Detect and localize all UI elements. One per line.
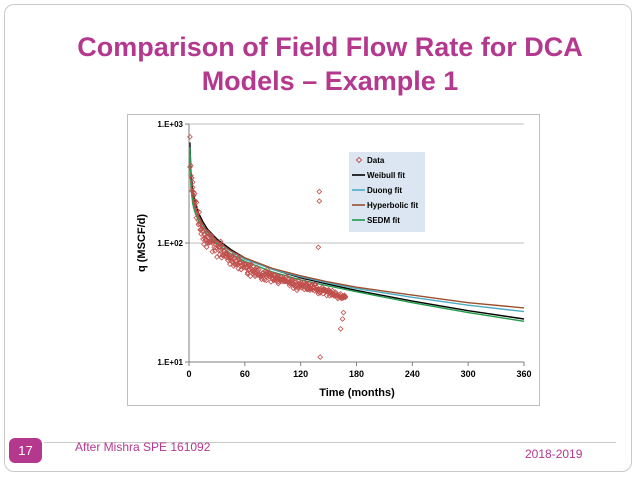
x-tick-label: 360 [516, 369, 531, 379]
data-point [339, 316, 346, 322]
data-point [263, 277, 270, 284]
data-point [317, 354, 324, 360]
x-tick-label: 180 [349, 369, 364, 379]
data-point [187, 133, 193, 140]
axes: 1.E+01 1.E+02 1.E+03 0 60 120 180 240 300 360 [157, 120, 531, 379]
legend-duong-fit-label: Duong fit [367, 186, 402, 195]
x-axis-label: Time (months) [319, 387, 395, 399]
x-tick-label: 60 [240, 369, 250, 379]
data-point [193, 199, 200, 206]
data-point [215, 244, 222, 250]
slide-title-line-2: Models – Example 1 [201, 66, 459, 96]
slide-title-line-1: Comparison of Field Flow Rate for DCA [77, 32, 583, 62]
data-point [243, 263, 250, 270]
data-point [247, 273, 254, 280]
footer-rule [44, 442, 616, 443]
data-point [191, 190, 198, 197]
data-point [220, 244, 227, 251]
data-point [214, 254, 220, 260]
footer-date: 2018-2019 [525, 447, 583, 461]
y-tick-label: 1.E+01 [157, 358, 183, 367]
legend-data-label: Data [367, 156, 385, 165]
data-point [199, 226, 205, 232]
data-point [261, 276, 268, 283]
y-tick-label: 1.E+03 [157, 120, 183, 129]
sedm-fit-line [189, 147, 525, 322]
data-point [342, 294, 349, 301]
slide-title: Comparison of Field Flow Rate for DCA Mo… [40, 30, 620, 98]
legend-box [349, 152, 425, 232]
y-axis-label: q (MSCF/d) [136, 214, 148, 272]
data-point [195, 217, 202, 224]
data-point [236, 256, 243, 263]
page-number-badge: 17 [9, 438, 42, 463]
data-point [192, 204, 199, 211]
data-point [196, 209, 203, 215]
data-point [190, 192, 197, 199]
data-point [270, 272, 277, 278]
legend-sedm-fit-label: SEDM fit [367, 216, 400, 225]
data-point [255, 266, 262, 273]
weibull-fit-line [189, 142, 525, 320]
data-point [209, 248, 216, 255]
data-point [203, 244, 210, 250]
data-point [189, 179, 196, 186]
legend-weibull-fit-label: Weibull fit [367, 171, 405, 180]
data-point [235, 265, 242, 272]
source-citation: After Mishra SPE 161092 [75, 440, 211, 454]
gridlines [189, 123, 524, 244]
data-point [190, 189, 197, 195]
data-point [340, 309, 347, 316]
data-point [315, 244, 322, 251]
y-tick-label: 1.E+02 [157, 239, 183, 248]
data-point [200, 228, 206, 234]
data-point [218, 241, 225, 247]
data-point [290, 285, 297, 291]
data-point [235, 255, 242, 261]
slide-frame [4, 4, 632, 472]
data-point [337, 325, 344, 332]
x-tick-label: 120 [293, 369, 308, 379]
chart-border [127, 114, 540, 406]
data-point [189, 184, 196, 191]
data-point [316, 198, 323, 204]
data-points [187, 133, 349, 360]
data-point [194, 211, 201, 217]
data-point [201, 241, 207, 247]
data-point [237, 259, 244, 265]
data-point [286, 282, 293, 289]
data-point [295, 277, 302, 283]
data-point [342, 293, 349, 300]
data-point [217, 238, 224, 245]
x-tick-label: 300 [461, 369, 476, 379]
legend-hyperbolic-fit-label: Hyperbolic fit [367, 201, 418, 210]
x-tick-label: 240 [405, 369, 420, 379]
data-point [199, 222, 205, 229]
data-point [188, 175, 195, 181]
x-tick-label: 0 [186, 369, 191, 379]
data-point [214, 240, 220, 246]
legend-data-marker [355, 156, 363, 164]
data-point [187, 164, 193, 170]
data-point [215, 247, 222, 254]
data-point [204, 229, 211, 236]
rate-chart: 1.E+01 1.E+02 1.E+03 0 60 120 180 240 300 360 Tim… [127, 114, 540, 406]
data-point [264, 266, 271, 273]
chart-legend: Data Weibull fit Duong fit Hyperbolic fit SE… [349, 152, 425, 232]
data-point [316, 188, 323, 195]
